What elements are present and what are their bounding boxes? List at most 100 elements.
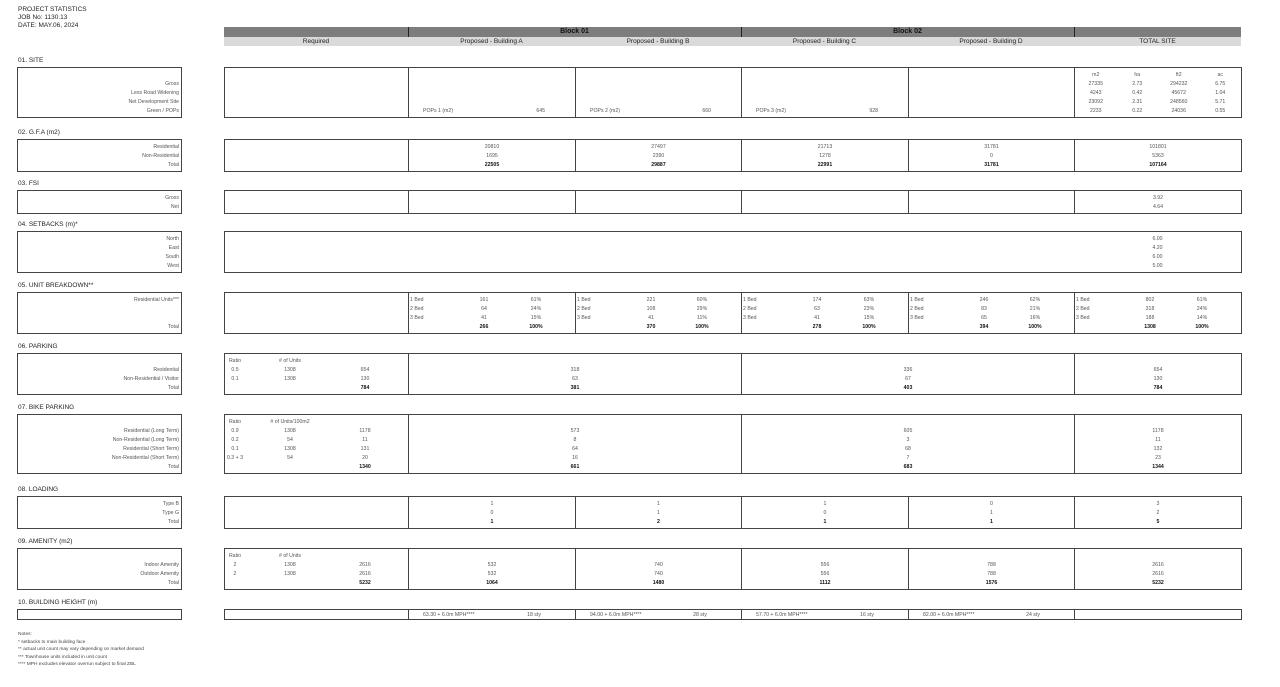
row-label [20,71,179,80]
table-row: 278 100% [742,323,908,332]
row-label: Residential Units*** [134,297,179,303]
table-row [409,71,575,80]
table-cell: m2 ha ft2 ac 27335 2.73 294232 6.75 4243 0.42 4567… [1074,67,1242,118]
cell-value: Ratio [228,358,242,364]
table-row: 1480 [576,579,741,588]
cell-value: 0 [990,153,993,159]
cell-value: 5 [1156,519,1160,525]
table-cell: 3 2 5 [1074,496,1242,529]
cell-value: 2 Bed [743,306,757,312]
table-row: 532 [409,561,575,570]
block-01-header: Block 01 [560,28,589,35]
cell-value [423,71,484,80]
cell-value: 2 Bed [910,306,924,312]
cell-value [1075,552,1241,561]
table-row: 0 [742,509,908,518]
cell-value [666,296,687,305]
cell-value [409,552,575,561]
table-row: 661 [409,463,741,472]
note-item: **** MPH excludes elevator overrun subje… [18,662,136,667]
cell-value [666,323,687,332]
cell-value: 266 [479,324,489,330]
table-row: 788 [909,561,1074,570]
cell-value: 54 [287,437,293,443]
table-row: 2 Bed 108 29% [576,305,741,314]
cell-value: 161 [479,297,489,303]
table-row: 370 100% [576,323,741,332]
cell-value: 82.00 + 6.0m MPH**** [923,612,975,618]
cell-value [1165,296,1187,305]
column-header: Proposed - Building D [959,38,1023,45]
table-row: 27497 [576,143,741,152]
cell-value: ft2 [1175,72,1182,78]
table-row: 6.00 [1074,235,1241,244]
cell-value [576,552,741,561]
table-row: 1576 [909,579,1074,588]
section-labels: Residential (Long Term) Non-Residential (… [17,414,182,474]
cell-value: POPs 2 (m2) [590,108,620,114]
cell-value: 645 [536,108,545,114]
cell-value: 802 [1145,297,1155,303]
row-label: Total [168,385,179,391]
table-row: 1 [576,509,741,518]
cell-value [832,296,854,305]
cell-value: 15% [530,315,542,321]
table-row [742,418,1074,427]
cell-value: 654 [360,367,370,373]
cell-value: 654 [1153,367,1163,373]
table-cell: 740 740 1480 [575,548,742,590]
cell-value: 740 [654,562,663,568]
cell-value: 54 [287,455,293,461]
cell-value [225,384,245,393]
cell-value [1165,314,1187,323]
cell-value [245,463,335,472]
section-title: 10. BUILDING HEIGHT (m) [18,599,98,606]
row-label: North [166,236,179,242]
cell-value: 2 Bed [577,306,591,312]
column-header: Proposed - Building C [792,38,857,45]
cell-value: # of Units/100m2 [270,419,310,425]
table-cell [908,67,1075,118]
cell-value: 130 [360,376,370,382]
cell-value: 1.04 [1215,90,1226,96]
cell-value: 1308 [284,562,296,568]
table-row: 3 [1075,500,1241,509]
table-row: 2616 [1075,570,1241,579]
cell-value: 1308 [284,376,296,382]
cell-value [999,305,1020,314]
row-label: Net [170,204,179,210]
cell-value [409,418,741,427]
cell-value: 24% [530,306,542,312]
table-row: 11 [1075,436,1241,445]
cell-value: 3 Bed [743,315,757,321]
table-cell [224,609,409,620]
table-row: 1 [909,509,1074,518]
table-row: 2 Bed 83 21% [909,305,1074,314]
row-label: Total [168,162,179,168]
table-row: 0.5 1308 654 [225,366,408,375]
cell-value: 0.2 [231,437,239,443]
table-row: 101801 [1075,143,1241,152]
cell-value: 3 Bed [410,315,424,321]
cell-value [909,323,969,332]
cell-value [335,552,395,561]
cell-value [590,98,651,107]
table-row: 63.30 + 6.0m MPH**** 18 sty [409,611,575,620]
table-cell: 336 67 403 [741,353,1075,395]
table-row [576,89,741,98]
cell-value: 63 [814,306,820,312]
cell-value [423,89,484,98]
table-row: 784 [225,384,408,393]
cell-value: 1 Bed [910,297,924,303]
table-cell: 1 0 1 [408,496,576,529]
table-row: 16 [409,454,741,463]
cell-value: 370 [646,324,656,330]
table-row: 63 [409,375,741,384]
cell-value: 0.22 [1132,108,1143,114]
cell-value [742,418,1074,427]
cell-value: 20810 [484,144,500,150]
project-date: DATE: MAY.06, 2024 [18,22,79,29]
row-label: West [167,263,179,269]
block-02-header: Block 02 [893,28,922,35]
cell-value: 6.00 [1152,236,1163,242]
